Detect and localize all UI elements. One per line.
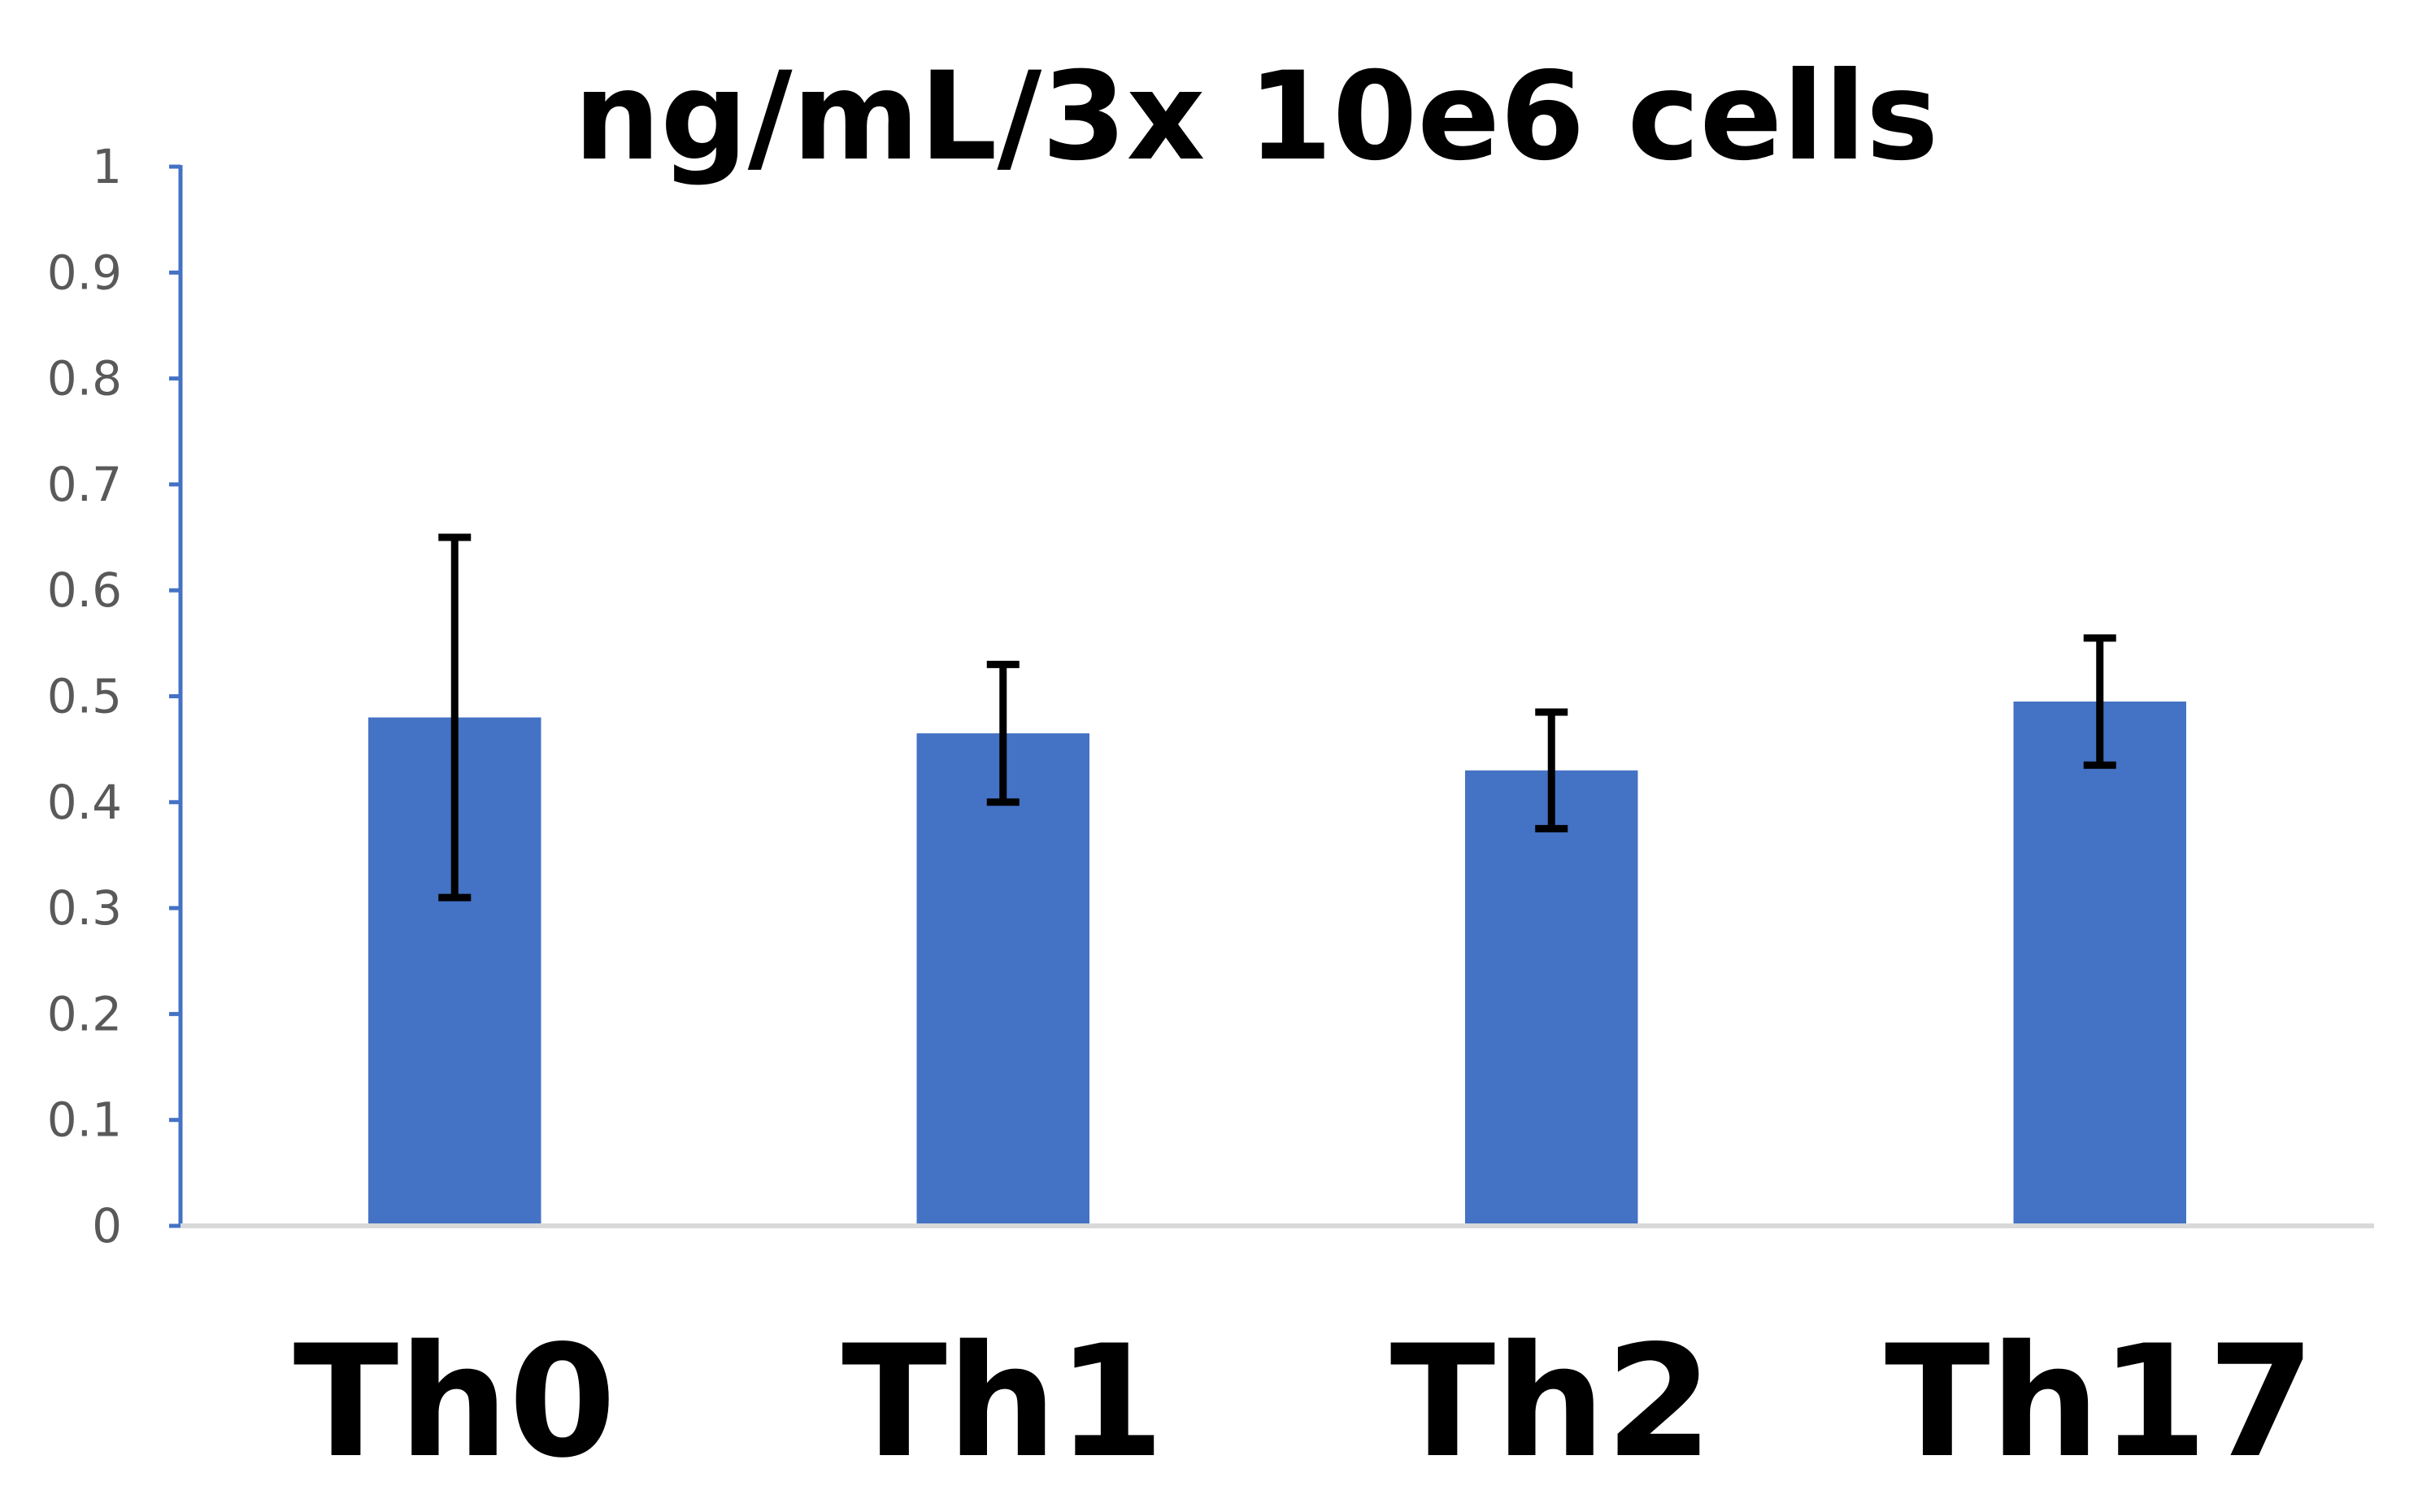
y-tick-label: 0.4	[47, 775, 122, 830]
y-tick-label: 0.8	[47, 351, 122, 406]
y-tick-label: 1	[92, 139, 122, 194]
y-tick-label: 0.9	[47, 245, 122, 300]
bar-th1	[916, 733, 1089, 1226]
bar-th17	[2013, 702, 2186, 1226]
x-tick-label: Th17	[1885, 1312, 2315, 1492]
y-axis-ticks: 0 0.1 0.2 0.3 0.4 0.5 0.6 0.7 0.8 0.9 1	[47, 139, 180, 1253]
x-tick-label: Th1	[841, 1312, 1164, 1492]
y-tick-label: 0.5	[47, 669, 122, 724]
x-axis-ticks: Th0 Th1 Th2 Th17	[294, 1312, 2316, 1492]
y-tick-label: 0.3	[47, 880, 122, 936]
bars	[368, 702, 2186, 1226]
x-tick-label: Th0	[294, 1312, 616, 1492]
y-tick-label: 0.7	[47, 457, 122, 512]
bar-th2	[1465, 770, 1638, 1226]
error-bars	[438, 533, 2116, 902]
chart-title: ng/mL/3x 10e6 cells	[574, 46, 1939, 188]
x-tick-label: Th2	[1390, 1312, 1713, 1492]
y-tick-label: 0.1	[47, 1093, 122, 1148]
y-tick-label: 0.6	[47, 563, 122, 618]
y-tick-label: 0	[92, 1198, 122, 1253]
y-tick-label: 0.2	[47, 986, 122, 1041]
